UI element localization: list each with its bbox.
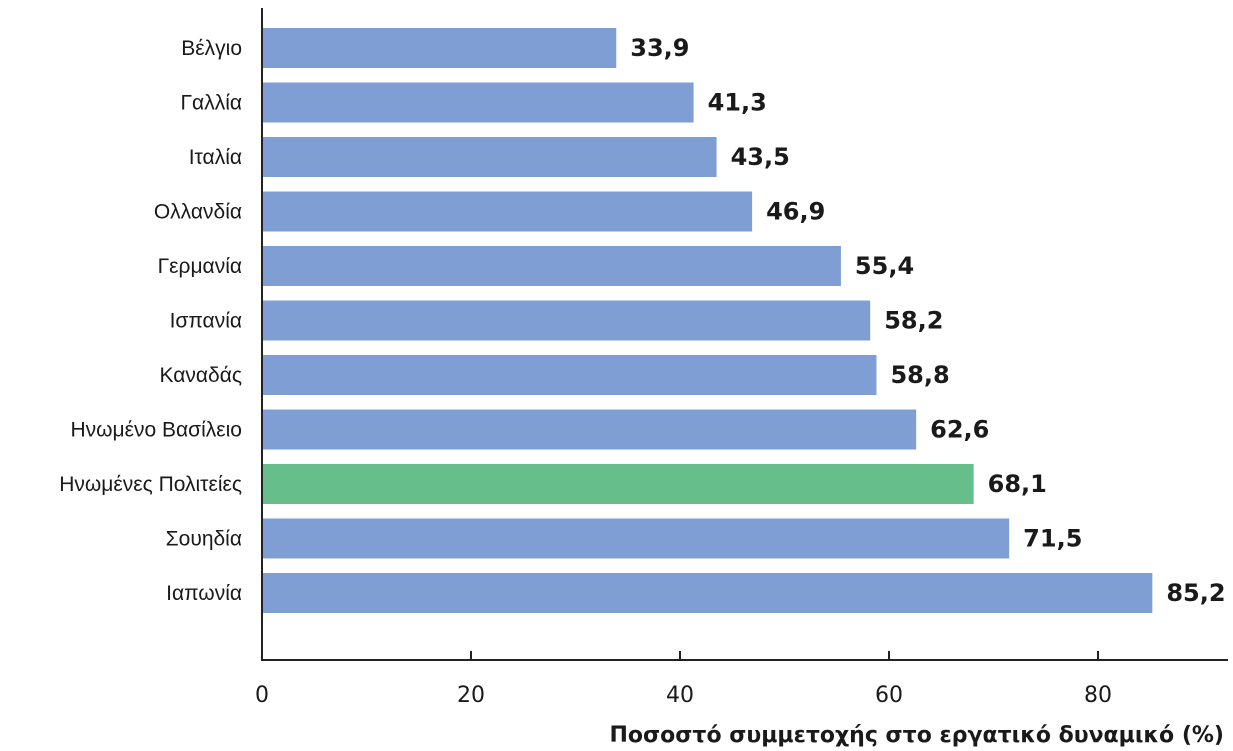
value-label-9: 71,5 [1023,525,1082,553]
bar-4 [262,246,841,286]
category-label-0: Βέλγιο [181,37,242,60]
x-tick-label-1: 20 [457,683,485,708]
bar-9 [262,518,1010,559]
bar-7 [262,409,917,450]
value-label-6: 58,8 [890,361,949,389]
category-label-5: Ισπανία [170,310,242,333]
value-label-4: 55,4 [855,252,914,280]
category-label-2: Ιταλία [189,146,242,169]
x-tick-label-2: 40 [666,683,694,708]
axis-layer: 0 20 40 60 80 [255,8,1228,708]
category-label-8: Ηνωμένες Πολιτείες [59,473,242,496]
value-label-5: 58,2 [884,307,943,335]
value-label-10: 85,2 [1166,579,1225,607]
value-label-0: 33,9 [630,34,689,62]
value-label-7: 62,6 [930,416,989,444]
bar-8 [262,464,974,504]
category-label-7: Ηνωμένο Βασίλειο [70,419,242,442]
category-label-9: Σουηδία [166,528,242,551]
bar-3 [262,191,753,232]
value-label-8: 68,1 [988,470,1047,498]
labels-layer: Βέλγιο 33,9 Γαλλία 41,3 Ιταλία 43,5 Ολλανδία 46… [59,34,1225,607]
bar-6 [262,355,877,395]
value-label-3: 46,9 [766,198,825,226]
bar-10 [262,573,1153,613]
value-label-1: 41,3 [708,89,767,117]
bar-5 [262,300,871,341]
category-label-4: Γερμανία [158,255,242,278]
bar-2 [262,137,717,177]
x-tick-label-4: 80 [1084,683,1112,708]
x-tick-label-3: 60 [875,683,903,708]
bars-layer [262,28,1153,613]
category-label-6: Καναδάς [160,364,242,387]
category-label-10: Ιαπωνία [166,582,242,605]
value-label-2: 43,5 [731,143,790,171]
category-label-3: Ολλανδία [154,201,242,224]
bar-0 [262,28,617,68]
x-axis-title: Ποσοστό συμμετοχής στο εργατικό δυναμικό… [610,723,1225,748]
x-tick-label-0: 0 [255,683,269,708]
category-label-1: Γαλλία [180,92,242,115]
bar-1 [262,82,694,123]
